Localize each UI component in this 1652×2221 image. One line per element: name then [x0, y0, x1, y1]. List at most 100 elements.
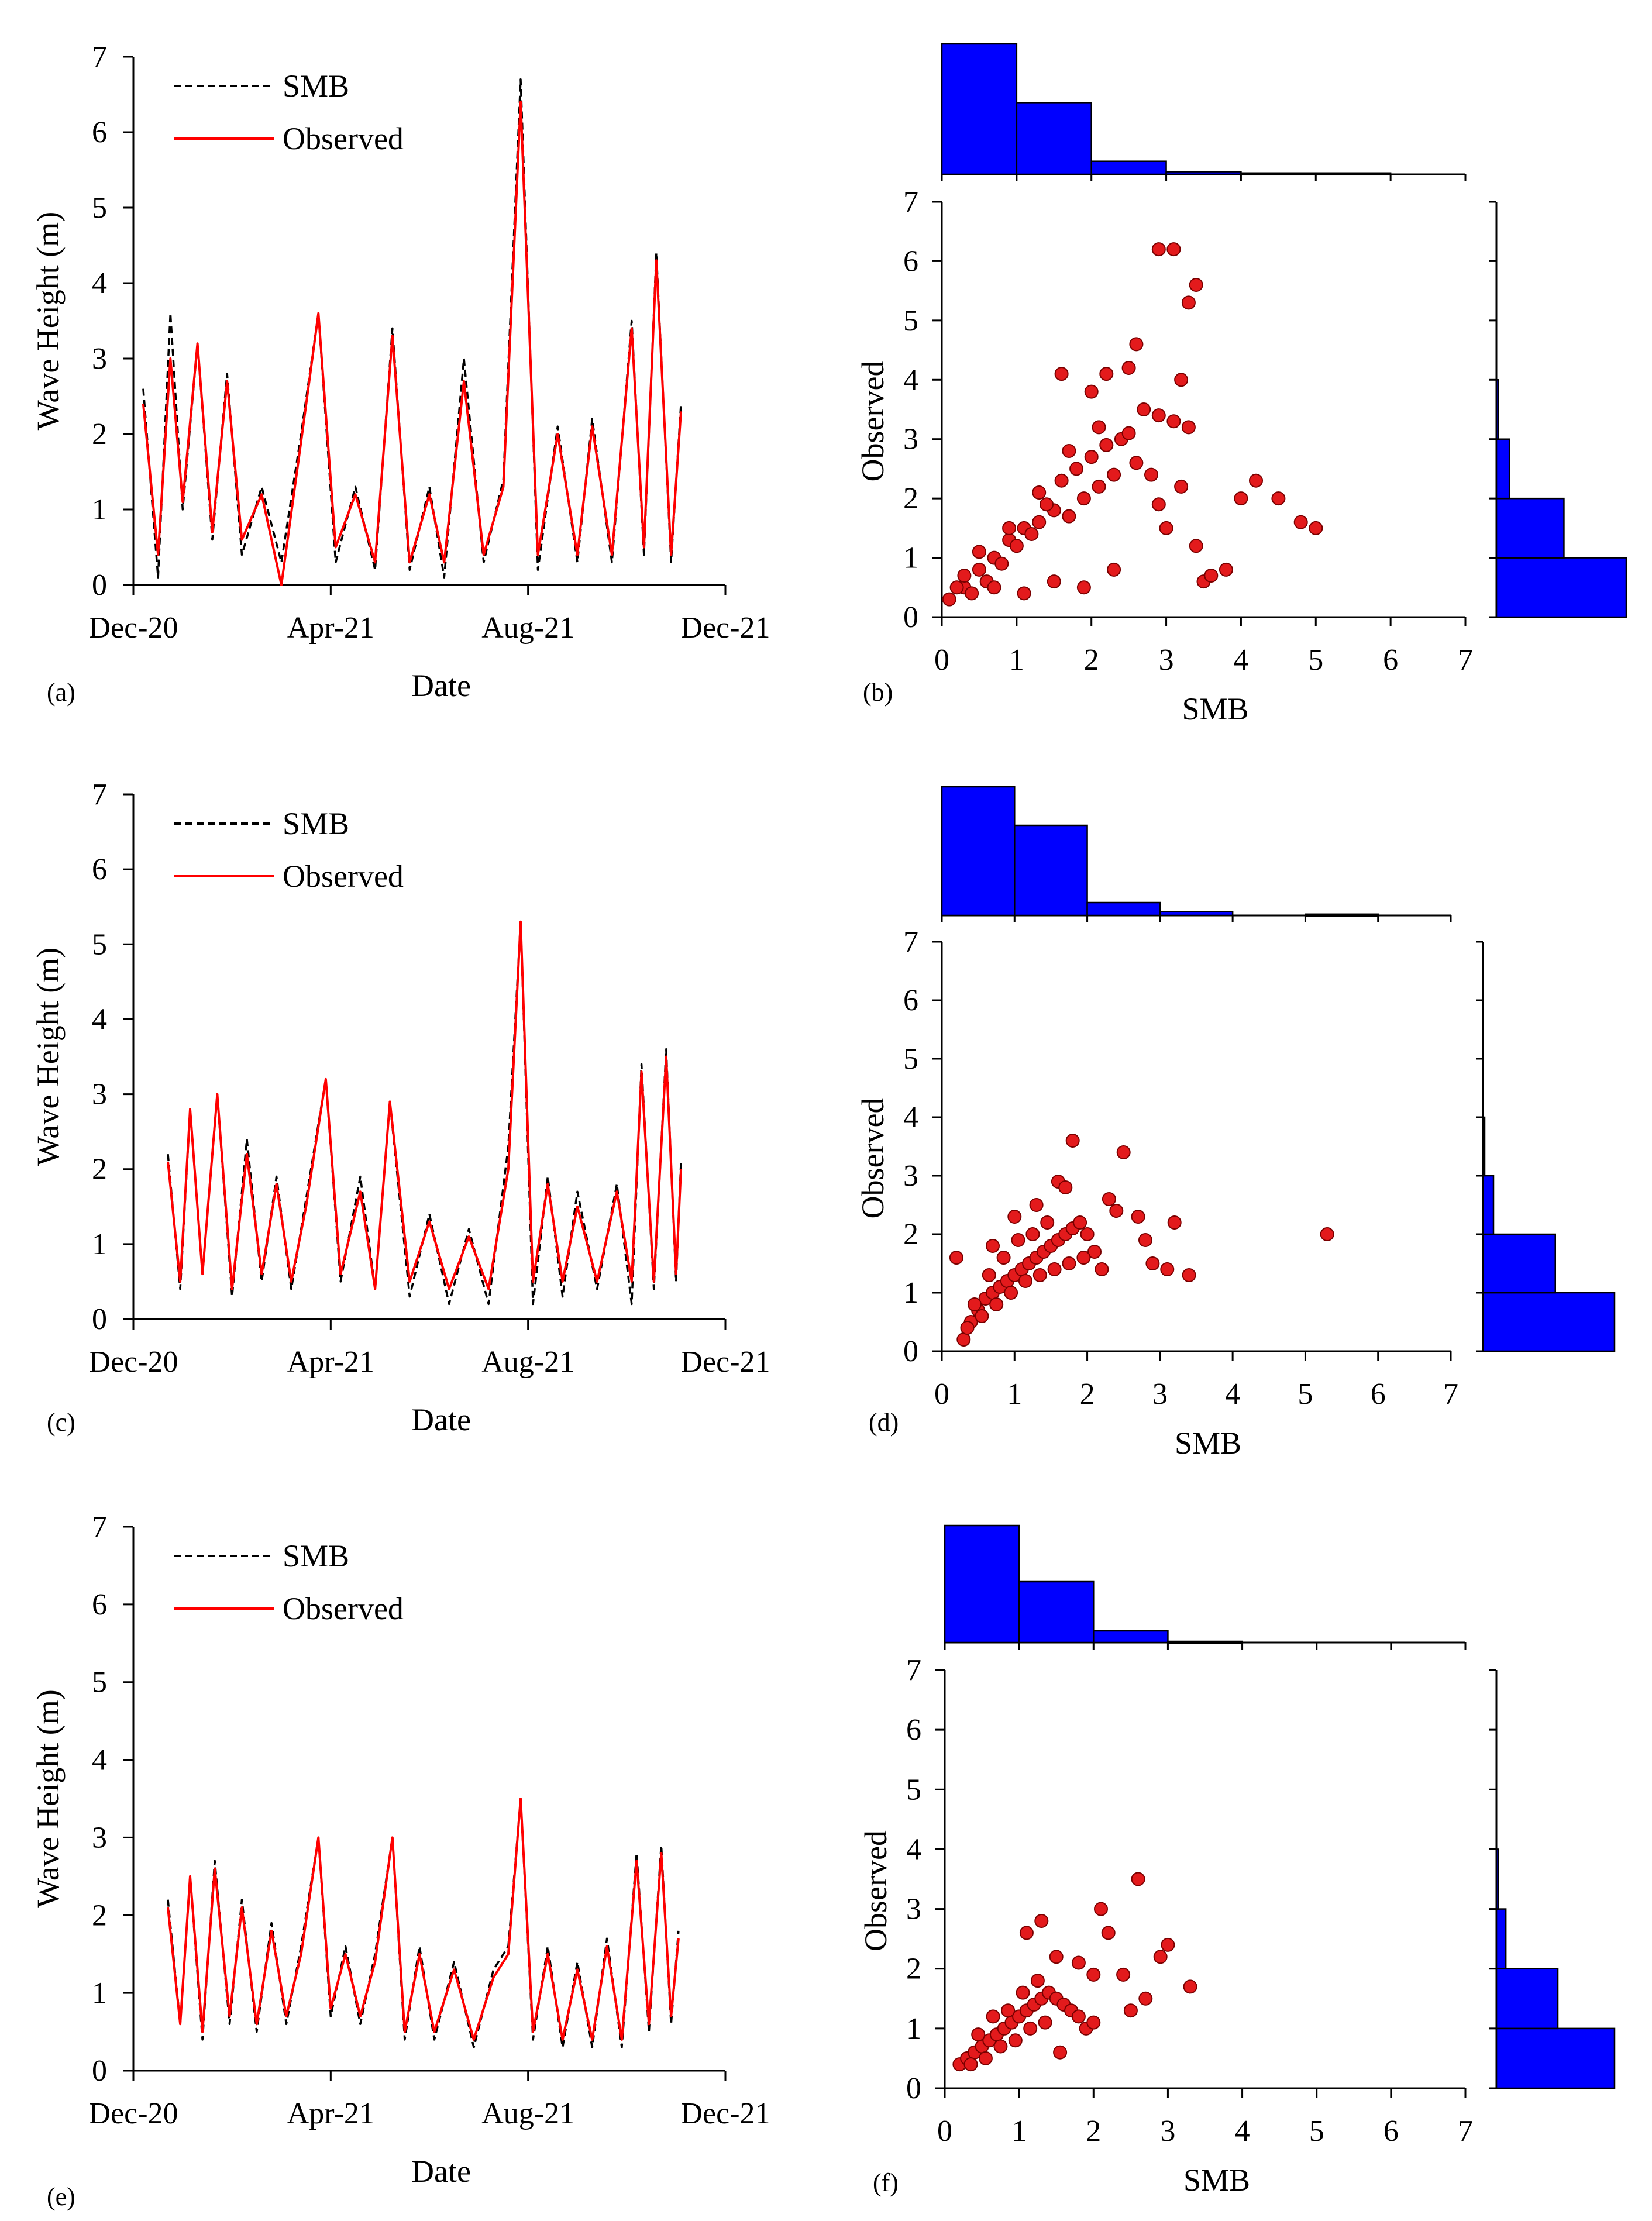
scatter-point [1084, 450, 1099, 464]
scatter-point [1004, 1286, 1018, 1300]
hist-x-bar [1018, 1580, 1095, 1644]
scatter-point [1099, 438, 1114, 452]
panel-label-f: (f) [873, 2168, 899, 2197]
scatter-point [1189, 539, 1203, 553]
scatter-point [1062, 444, 1076, 458]
hist-y-bar [1482, 1175, 1495, 1235]
x-tick-label: Dec-21 [680, 611, 770, 645]
y-axis-label: Wave Height (m) [30, 948, 66, 1166]
x-axis-label: SMB [1182, 691, 1248, 726]
x-tick-label: Dec-21 [680, 1345, 770, 1379]
hist-y-bar [1495, 2027, 1616, 2089]
y-tick-label: 2 [903, 482, 918, 515]
scatter-point [1002, 521, 1017, 535]
scatter-point [1131, 1210, 1145, 1224]
y-tick-label: 7 [92, 1510, 107, 1544]
series-line-smb [167, 1798, 680, 2048]
scatter-point [1016, 1985, 1030, 2000]
scatter-point [994, 556, 1009, 571]
scatter-point [1019, 1926, 1034, 1940]
y-tick-label: 5 [92, 191, 107, 225]
y-tick-label: 3 [92, 1078, 107, 1111]
y-tick-label: 5 [903, 1042, 918, 1076]
scatter-point [1151, 242, 1166, 257]
x-tick-label: Dec-21 [680, 2097, 770, 2130]
scatter-point [1038, 2015, 1052, 2030]
scatter-point [1032, 485, 1047, 500]
x-tick-label: 0 [934, 1378, 949, 1411]
hist-x-bar [941, 786, 1016, 917]
hist-y-bar [1495, 1908, 1507, 1969]
x-tick-label: 5 [1308, 643, 1323, 677]
scatter-point [971, 2027, 986, 2042]
scatter-point [1167, 1215, 1182, 1230]
y-axis-label: Observed [855, 1098, 890, 1219]
y-tick-label: 0 [906, 2072, 921, 2105]
x-tick-label: 5 [1297, 1378, 1313, 1411]
legend-label-observed: Observed [283, 1591, 404, 1626]
scatter-point [1107, 467, 1121, 482]
hist-y-bar [1495, 379, 1499, 440]
x-tick-label: 3 [1159, 643, 1174, 677]
scatter-point [1073, 1215, 1087, 1230]
x-tick-label: 4 [1225, 1378, 1240, 1411]
hist-x-bar [1016, 102, 1092, 175]
y-tick-label: 0 [92, 1303, 107, 1336]
y-tick-label: 1 [92, 493, 107, 526]
scatter-point [1030, 1974, 1045, 1988]
y-tick-label: 2 [92, 1899, 107, 1932]
y-tick-label: 0 [903, 1335, 918, 1368]
hist-x-bar [1305, 913, 1379, 917]
scatter-point [1166, 242, 1181, 257]
y-tick-label: 2 [92, 418, 107, 451]
scatter-point [1249, 473, 1263, 488]
scatter-point [1054, 367, 1069, 381]
scatter-point [1174, 479, 1189, 494]
scatter-point [1151, 408, 1166, 423]
scatter-point [1062, 509, 1076, 524]
scatter-point [1161, 1937, 1175, 1952]
scatter-point [1034, 1914, 1049, 1928]
scatter-point [1138, 1991, 1153, 2006]
y-tick-label: 3 [903, 423, 918, 456]
scatter-point [957, 569, 972, 583]
y-axis-label: Observed [855, 361, 890, 482]
hist-x-bar [1090, 160, 1167, 175]
scatter-point [1087, 1245, 1102, 1259]
hist-y-bar [1495, 1848, 1499, 1910]
scatter-point [1058, 1180, 1073, 1194]
y-tick-label: 2 [903, 1218, 918, 1251]
x-tick-label: Apr-21 [287, 611, 374, 645]
x-tick-label: 2 [1080, 1378, 1095, 1411]
x-tick-label: 1 [1009, 643, 1024, 677]
y-tick-label: 5 [92, 1666, 107, 1699]
scatter-point [1032, 1268, 1047, 1282]
scatter-point [1234, 491, 1248, 506]
scatter-point [949, 580, 964, 595]
y-tick-label: 5 [92, 928, 107, 961]
scatter-point [1116, 1967, 1131, 1982]
hist-x-bar [1315, 172, 1392, 176]
scatter-point [1047, 1262, 1062, 1276]
x-tick-label: 4 [1235, 2115, 1250, 2148]
y-tick-label: 6 [92, 853, 107, 886]
scatter-point [1069, 462, 1084, 476]
y-tick-label: 6 [92, 116, 107, 149]
x-tick-label: 6 [1383, 643, 1398, 677]
scatter-point [1092, 420, 1106, 435]
x-tick-label: 7 [1443, 1378, 1458, 1411]
scatter-point [987, 580, 1001, 595]
x-tick-label: 3 [1152, 1378, 1168, 1411]
scatter-point [1025, 1227, 1040, 1241]
scatter-point [1024, 527, 1039, 541]
scatter-point [949, 1251, 963, 1265]
hist-y-bar [1482, 1292, 1616, 1352]
y-tick-label: 6 [906, 1713, 921, 1747]
x-tick-label: 1 [1007, 1378, 1022, 1411]
scatter-point [1071, 1955, 1086, 1970]
hist-x-bar [1159, 911, 1234, 917]
hist-y-bar [1482, 1116, 1486, 1177]
scatter-point [1123, 2003, 1138, 2018]
panel-f: (f) 0 1 2 3 4 5 6 7 0 1 2 3 4 5 6 7 SMB Observed [858, 1524, 1616, 2198]
y-tick-label: 4 [903, 363, 918, 397]
